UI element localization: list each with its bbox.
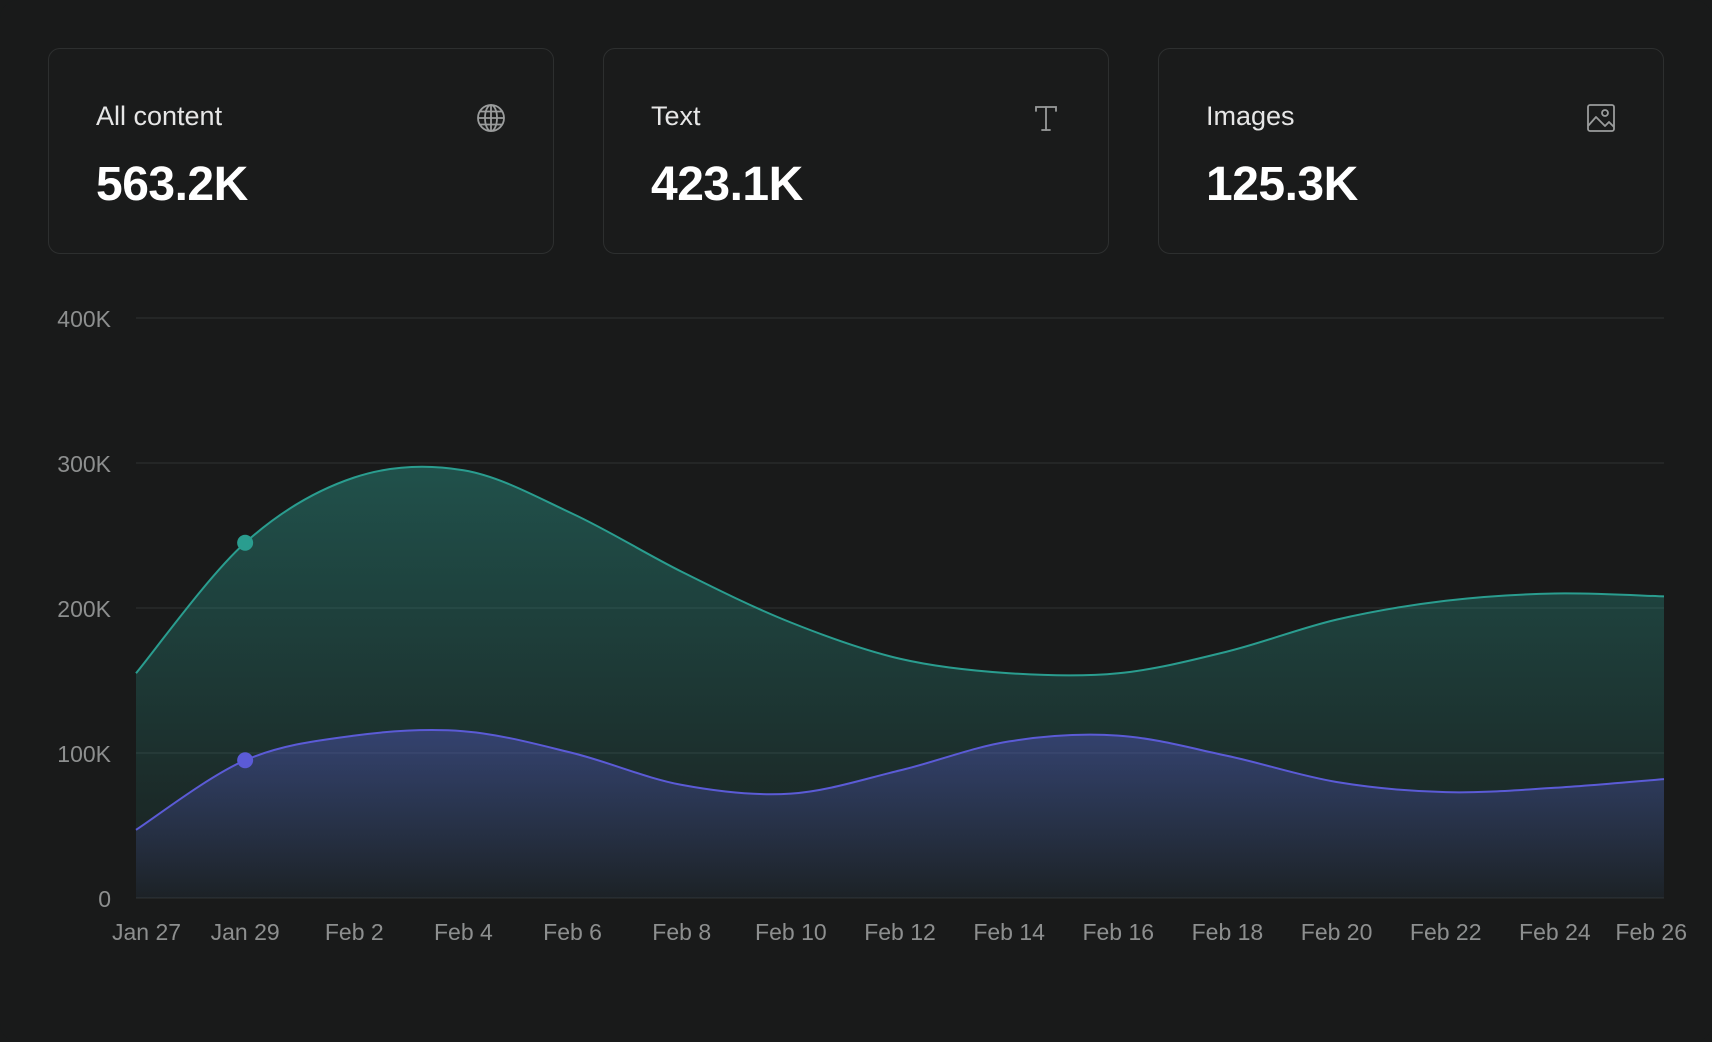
x-tick-label: Feb 20 (1301, 919, 1373, 945)
data-point-images[interactable] (237, 752, 254, 769)
series-line-text[interactable] (135, 465, 1665, 677)
card-label: Images (1206, 101, 1295, 131)
x-tick-label: Jan 27 (112, 919, 181, 945)
x-tick-label: Feb 22 (1410, 919, 1482, 945)
card-value: 423.1K (651, 158, 803, 211)
card-all-content[interactable]: All content 563.2K (48, 48, 554, 254)
x-tick-label: Feb 10 (755, 919, 827, 945)
y-tick-label: 100K (57, 741, 111, 767)
image-icon (1585, 102, 1617, 134)
x-tick-label: Feb 16 (1082, 919, 1154, 945)
series-line-images[interactable] (135, 729, 1665, 831)
chart-svg: 0 100K 200K 300K 400K Jan 27 Jan 29 Feb 2 Feb 4 F… (57, 306, 1687, 945)
x-tick-label: Feb 8 (652, 919, 711, 945)
x-tick-label: Feb 6 (543, 919, 602, 945)
card-images[interactable]: Images 125.3K (1158, 48, 1664, 254)
series-area-images (136, 729, 1664, 898)
area-chart: 0 100K 200K 300K 400K Jan 27 Jan 29 Feb 2 Feb 4 F… (0, 280, 1712, 980)
x-tick-label: Jan 29 (211, 919, 280, 945)
y-tick-label: 300K (57, 451, 111, 477)
x-tick-label: Feb 2 (325, 919, 384, 945)
card-text[interactable]: Text 423.1K (603, 48, 1109, 254)
x-tick-label: Feb 18 (1192, 919, 1264, 945)
y-tick-label: 0 (98, 886, 111, 912)
text-icon (1030, 102, 1062, 134)
card-value: 125.3K (1206, 158, 1358, 211)
x-tick-label: Feb 14 (973, 919, 1045, 945)
globe-icon (475, 102, 507, 134)
x-tick-label: Feb 4 (434, 919, 493, 945)
data-point-text[interactable] (237, 534, 254, 551)
y-tick-label: 400K (57, 306, 111, 332)
y-tick-label: 200K (57, 596, 111, 622)
card-label: All content (96, 101, 223, 131)
card-value: 563.2K (96, 158, 248, 211)
summary-cards: All content 563.2K Text 423.1K (48, 48, 1664, 256)
x-tick-label: Feb 12 (864, 919, 936, 945)
card-label: Text (651, 101, 701, 131)
x-tick-label: Feb 26 (1615, 919, 1687, 945)
x-tick-label: Feb 24 (1519, 919, 1591, 945)
